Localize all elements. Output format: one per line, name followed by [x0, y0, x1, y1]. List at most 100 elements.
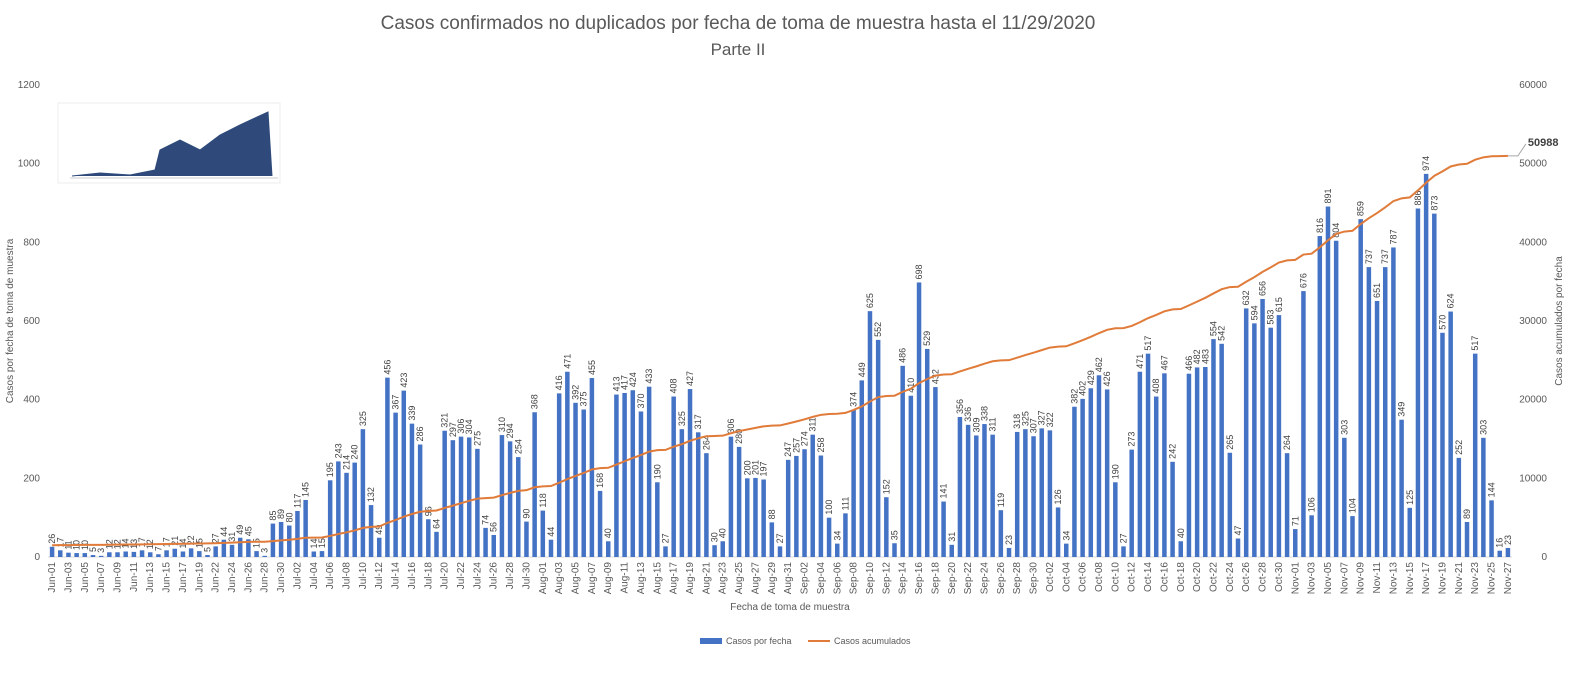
bar	[1374, 300, 1380, 557]
data-label: 486	[898, 348, 908, 363]
y2-tick-label: 40000	[1519, 237, 1547, 248]
bar	[311, 551, 317, 557]
x-tick-label: Sep-16	[914, 562, 925, 595]
data-label: 370	[636, 393, 646, 408]
bar	[556, 393, 562, 557]
data-label: 17	[162, 537, 172, 547]
bar	[581, 409, 586, 557]
bar	[614, 394, 619, 557]
x-tick-label: Aug-11	[620, 562, 631, 594]
bar	[197, 551, 202, 557]
bar	[221, 539, 227, 557]
data-label: 44	[219, 527, 229, 537]
bar	[1342, 437, 1347, 557]
data-label: 274	[800, 431, 810, 446]
data-label: 552	[873, 322, 883, 337]
data-label: 594	[1249, 305, 1259, 320]
bar	[376, 537, 382, 557]
y2-tick-label: 50000	[1519, 159, 1547, 170]
bar	[385, 377, 390, 557]
data-label: 309	[971, 417, 981, 432]
bar	[74, 553, 79, 557]
bar	[1153, 396, 1159, 557]
bar	[1472, 353, 1478, 557]
bar	[458, 436, 464, 557]
bar	[131, 551, 137, 557]
x-tick-label: Oct-30	[1274, 562, 1285, 592]
bar	[712, 545, 717, 557]
x-tick-label: Sep-18	[930, 562, 941, 595]
line	[52, 154, 1508, 547]
data-label: 47	[1233, 525, 1243, 535]
y2-axis-label: Casos acumulados por fecha	[1554, 256, 1565, 386]
bar	[1284, 453, 1290, 557]
data-label: 118	[538, 493, 548, 507]
bar	[1243, 308, 1249, 557]
bar	[982, 424, 987, 557]
data-label: 392	[571, 385, 581, 400]
x-tick-label: Aug-13	[636, 562, 647, 595]
x-tick-label: Jun-17	[178, 562, 189, 593]
bar	[90, 555, 96, 557]
x-tick-label: Sep-06	[832, 562, 843, 595]
data-label: 197	[759, 461, 769, 476]
chart-subtitle: Parte II	[711, 40, 766, 59]
data-label: 449	[857, 362, 867, 377]
x-tick-label: Sep-26	[996, 562, 1007, 595]
bar	[1333, 240, 1339, 557]
bar	[434, 531, 439, 557]
bar	[794, 455, 799, 557]
bar	[851, 409, 856, 557]
y-tick-label: 600	[23, 316, 40, 327]
bar	[810, 434, 815, 557]
bar	[728, 436, 734, 557]
x-tick-label: Nov-15	[1405, 562, 1416, 595]
x-tick-label: Nov-21	[1454, 562, 1465, 595]
data-label: 416	[554, 375, 564, 390]
bar	[1170, 461, 1175, 557]
data-label: 517	[1143, 336, 1153, 351]
x-tick-label: Oct-14	[1143, 562, 1154, 592]
data-label: 339	[407, 406, 417, 421]
bar	[1317, 236, 1323, 558]
bar	[147, 552, 153, 557]
bar	[892, 543, 897, 557]
data-label: 467	[1159, 355, 1169, 370]
bar	[957, 416, 963, 557]
bar	[1440, 332, 1445, 557]
x-tick-label: Jun-22	[211, 562, 222, 593]
x-tick-label: Sep-14	[898, 562, 909, 595]
bar	[262, 555, 267, 557]
x-tick-label: Jun-09	[113, 562, 124, 593]
bar	[671, 396, 676, 557]
data-label: 34	[832, 531, 842, 541]
x-tick-label: Sep-30	[1029, 562, 1040, 595]
legend-label: Casos por fecha	[726, 636, 792, 646]
data-label: 23	[1004, 535, 1014, 545]
bar	[426, 519, 431, 557]
bar	[1227, 452, 1233, 557]
x-tick-label: Jun-07	[96, 562, 107, 593]
bar	[409, 423, 415, 557]
x-tick-label: Sep-04	[816, 562, 827, 595]
bar	[1194, 367, 1200, 557]
data-label: 145	[301, 482, 311, 497]
bar	[908, 395, 914, 557]
bar	[336, 461, 341, 557]
bar	[679, 429, 685, 557]
data-label: 31	[947, 532, 957, 542]
data-label: 413	[611, 377, 621, 392]
data-label: 190	[652, 464, 662, 479]
data-label: 111	[840, 497, 850, 511]
data-label: 455	[587, 360, 597, 375]
data-label: 482	[1192, 349, 1202, 364]
x-tick-label: Nov-27	[1503, 562, 1514, 595]
data-label: 27	[660, 533, 670, 543]
data-label: 141	[939, 484, 949, 499]
data-label: 117	[292, 494, 302, 508]
bar	[1464, 521, 1470, 557]
bar	[1113, 482, 1118, 557]
data-label: 517	[1470, 336, 1480, 351]
y-tick-label: 800	[23, 237, 40, 248]
bar	[720, 541, 725, 557]
